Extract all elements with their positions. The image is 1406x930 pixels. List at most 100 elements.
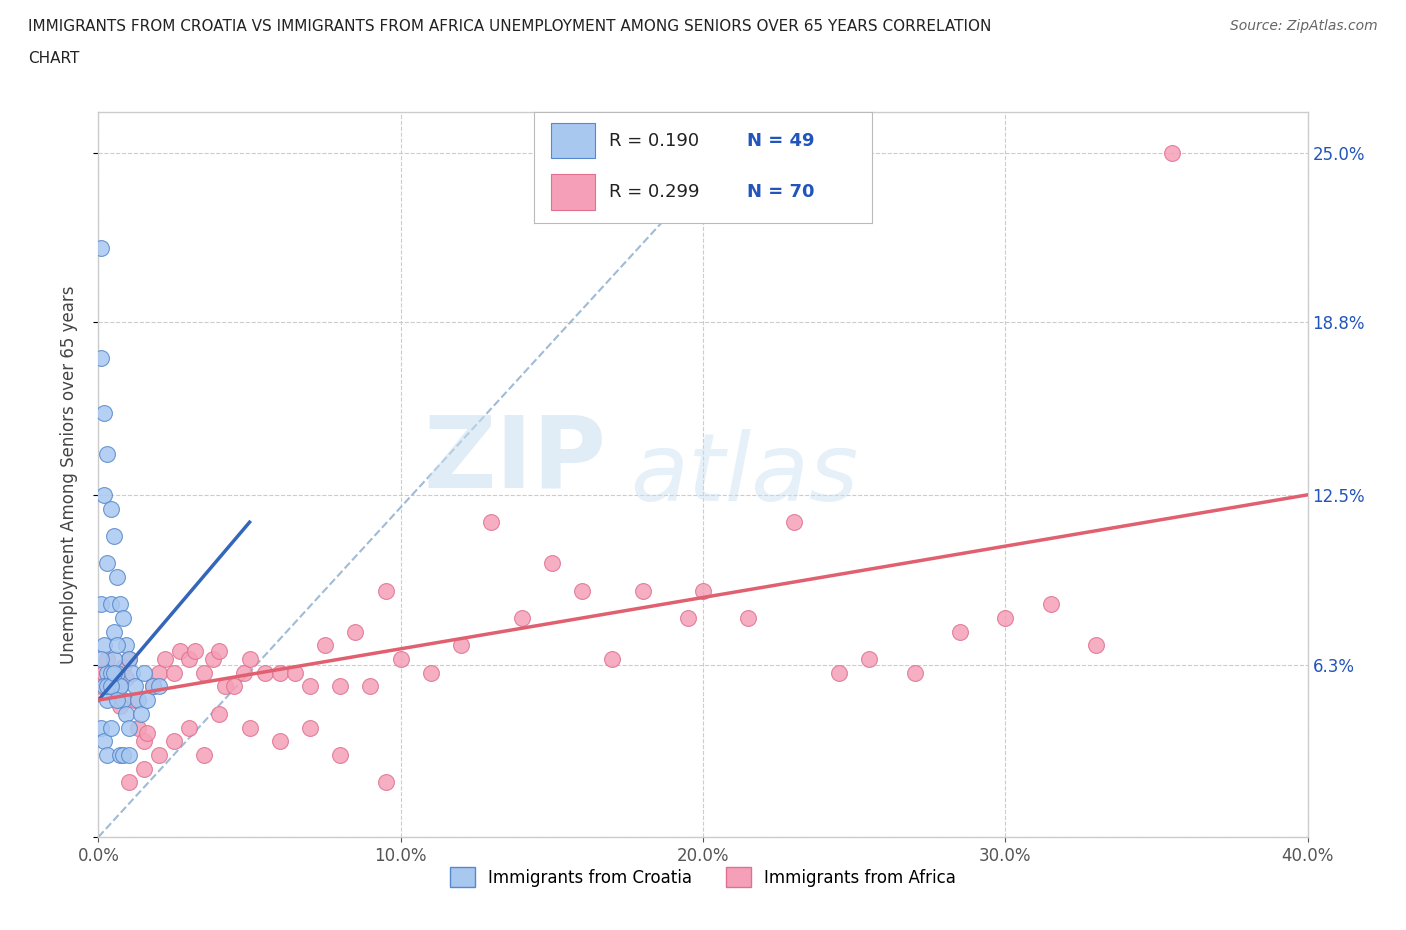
Text: IMMIGRANTS FROM CROATIA VS IMMIGRANTS FROM AFRICA UNEMPLOYMENT AMONG SENIORS OVE: IMMIGRANTS FROM CROATIA VS IMMIGRANTS FR… (28, 19, 991, 33)
Text: N = 70: N = 70 (747, 183, 814, 201)
Point (1039, 597, 1062, 612)
Point (127, 693, 149, 708)
Point (93, 487, 115, 502)
Point (96, 652, 118, 667)
Point (169, 644, 191, 658)
Point (103, 687, 125, 702)
Point (100, 597, 122, 612)
Point (118, 748, 141, 763)
Point (111, 660, 134, 675)
Point (904, 665, 927, 680)
Point (224, 679, 246, 694)
Point (96, 748, 118, 763)
Point (179, 652, 201, 667)
Point (96, 679, 118, 694)
Point (193, 748, 215, 763)
Point (148, 665, 170, 680)
Point (111, 611, 134, 626)
Text: ZIP: ZIP (423, 411, 606, 509)
Point (135, 725, 157, 740)
Point (114, 638, 136, 653)
Point (299, 720, 322, 735)
Point (450, 638, 472, 653)
Point (105, 679, 128, 694)
Point (284, 665, 307, 680)
Point (163, 665, 186, 680)
Point (114, 707, 136, 722)
Point (118, 652, 141, 667)
Point (1085, 638, 1108, 653)
Point (121, 665, 143, 680)
Point (360, 679, 382, 694)
Point (114, 671, 136, 685)
Point (253, 665, 276, 680)
Text: CHART: CHART (28, 51, 80, 66)
Point (90, 652, 112, 667)
Point (692, 583, 714, 598)
Point (90, 597, 112, 612)
Point (100, 720, 122, 735)
Point (420, 665, 443, 680)
Point (118, 652, 141, 667)
Point (103, 665, 125, 680)
Point (148, 748, 170, 763)
Point (214, 679, 236, 694)
Point (344, 624, 367, 639)
Point (163, 734, 186, 749)
Point (90, 679, 112, 694)
Point (184, 644, 207, 658)
Point (93, 638, 115, 653)
Point (142, 679, 165, 694)
Point (100, 679, 122, 694)
Point (108, 597, 131, 612)
Point (90, 351, 112, 365)
Point (105, 569, 128, 584)
Point (118, 775, 141, 790)
Point (93, 734, 115, 749)
Point (135, 693, 157, 708)
Point (481, 515, 503, 530)
Point (329, 748, 352, 763)
Point (631, 583, 654, 598)
Point (103, 652, 125, 667)
Point (108, 679, 131, 694)
Point (105, 638, 128, 653)
Text: R = 0.190: R = 0.190 (609, 132, 699, 150)
Point (111, 748, 134, 763)
Point (124, 679, 146, 694)
Point (103, 528, 125, 543)
Point (118, 720, 141, 735)
Point (111, 693, 134, 708)
Point (100, 665, 122, 680)
Point (142, 679, 165, 694)
Bar (551, 174, 595, 210)
Point (232, 665, 254, 680)
Point (737, 611, 759, 626)
Point (153, 652, 176, 667)
Point (96, 693, 118, 708)
Point (108, 679, 131, 694)
Point (96, 665, 118, 680)
Point (93, 679, 115, 694)
Point (329, 679, 352, 694)
Point (105, 693, 128, 708)
Point (129, 707, 152, 722)
Point (828, 665, 851, 680)
Point (269, 665, 291, 680)
Point (132, 734, 155, 749)
Text: atlas: atlas (630, 429, 859, 520)
Point (269, 734, 291, 749)
Text: N = 49: N = 49 (747, 132, 814, 150)
Point (389, 652, 412, 667)
Point (193, 665, 215, 680)
Point (93, 665, 115, 680)
Point (949, 624, 972, 639)
Point (108, 698, 131, 713)
Point (239, 652, 262, 667)
Point (374, 775, 396, 790)
Point (858, 652, 880, 667)
Point (96, 446, 118, 461)
Bar (551, 123, 595, 158)
Text: Source: ZipAtlas.com: Source: ZipAtlas.com (1230, 19, 1378, 33)
Point (132, 665, 155, 680)
